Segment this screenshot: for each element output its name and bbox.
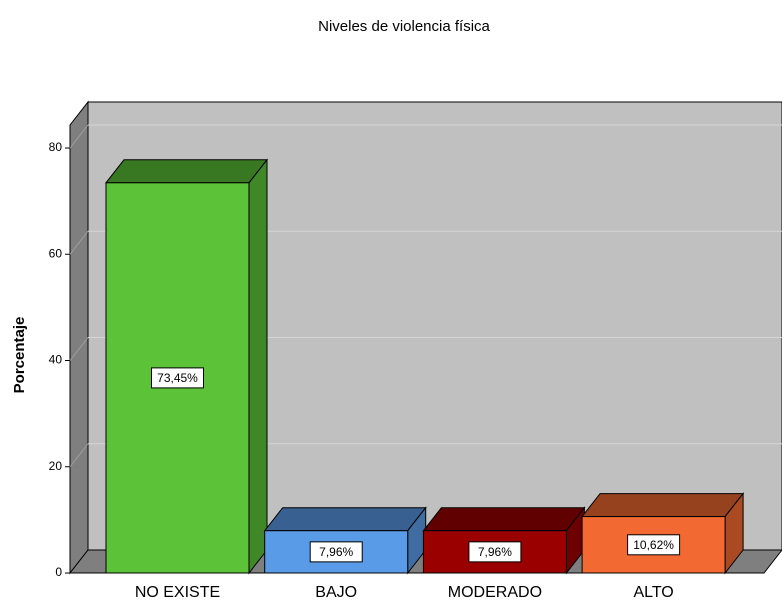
y-axis-label: Porcentaje xyxy=(11,317,28,394)
value-label-box xyxy=(627,534,681,556)
grid-line xyxy=(69,337,89,361)
grid-line xyxy=(69,443,89,468)
value-label-box xyxy=(309,541,363,563)
side-wall xyxy=(69,100,89,575)
bar-top xyxy=(581,493,745,518)
bar-top xyxy=(104,159,269,184)
value-label: 73,45% xyxy=(157,371,198,385)
grid-line xyxy=(69,124,89,149)
y-tick-label: 0 xyxy=(55,565,62,579)
value-label: 7,96% xyxy=(319,545,353,559)
y-tick-label: 40 xyxy=(49,353,63,367)
value-label: 7,96% xyxy=(478,545,512,559)
value-label-box xyxy=(468,541,522,563)
bar-top xyxy=(422,507,586,532)
x-tick-label: NO EXISTE xyxy=(135,584,220,601)
grid-line xyxy=(69,230,89,255)
x-tick-label: ALTO xyxy=(633,584,673,601)
bar-side xyxy=(248,158,268,575)
y-tick-label: 60 xyxy=(49,246,63,260)
value-label-box xyxy=(151,367,204,389)
bar-top xyxy=(263,507,427,532)
x-tick-label: MODERADO xyxy=(448,584,542,601)
x-tick-label: BAJO xyxy=(315,584,357,601)
value-label: 10,62% xyxy=(633,538,674,552)
y-tick-label: 80 xyxy=(49,140,63,154)
y-tick-label: 20 xyxy=(49,459,63,473)
chart-title: Niveles de violencia física xyxy=(318,18,490,35)
